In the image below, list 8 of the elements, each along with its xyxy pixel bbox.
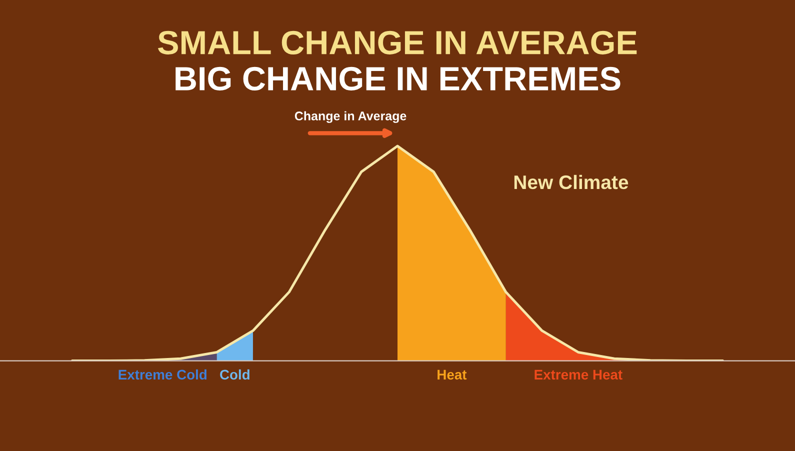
- series-label: Cold: [220, 369, 250, 380]
- series-label: Heat: [438, 370, 467, 380]
- chart-title: SMALL CHANGE IN AVERAGE: [158, 30, 637, 54]
- chart-subtitle: BIG CHANGE IN EXTREMES: [176, 66, 620, 91]
- annotation: New Climate: [514, 174, 628, 190]
- series-label: Extreme Heat: [534, 370, 622, 380]
- text: Change in Average: [294, 111, 406, 123]
- series-label: Extreme Cold: [118, 369, 206, 380]
